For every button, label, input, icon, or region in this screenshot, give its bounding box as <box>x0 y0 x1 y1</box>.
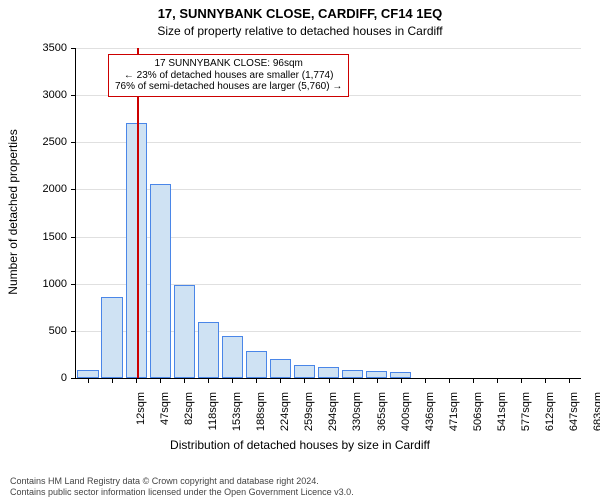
histogram-bar <box>101 297 122 378</box>
x-tick-label: 188sqm <box>255 392 267 452</box>
attribution-line-2: Contains public sector information licen… <box>10 487 354 497</box>
x-tick-mark <box>353 378 354 383</box>
y-tick-mark <box>71 48 76 49</box>
annotation-line: 17 SUNNYBANK CLOSE: 96sqm <box>115 58 342 70</box>
x-tick-mark <box>256 378 257 383</box>
histogram-bar <box>366 371 387 378</box>
x-tick-label: 47sqm <box>159 392 171 452</box>
x-tick-mark <box>136 378 137 383</box>
chart-title: 17, SUNNYBANK CLOSE, CARDIFF, CF14 1EQ <box>0 6 600 21</box>
chart-subtitle: Size of property relative to detached ho… <box>0 24 600 38</box>
y-tick-mark <box>71 189 76 190</box>
annotation-box: 17 SUNNYBANK CLOSE: 96sqm← 23% of detach… <box>108 54 349 97</box>
y-tick-mark <box>71 142 76 143</box>
y-tick-label: 3500 <box>43 42 67 54</box>
x-tick-mark <box>160 378 161 383</box>
x-tick-mark <box>232 378 233 383</box>
x-tick-mark <box>425 378 426 383</box>
x-tick-mark <box>497 378 498 383</box>
y-tick-mark <box>71 237 76 238</box>
y-tick-mark <box>71 331 76 332</box>
histogram-bar <box>318 367 339 378</box>
histogram-bar <box>270 359 291 378</box>
y-tick-label: 500 <box>49 325 67 337</box>
x-tick-label: 330sqm <box>351 392 363 452</box>
x-tick-label: 612sqm <box>544 392 556 452</box>
x-tick-label: 12sqm <box>135 392 147 452</box>
x-tick-mark <box>569 378 570 383</box>
x-tick-label: 400sqm <box>400 392 412 452</box>
x-tick-mark <box>184 378 185 383</box>
y-tick-mark <box>71 95 76 96</box>
x-tick-label: 153sqm <box>231 392 243 452</box>
x-tick-label: 471sqm <box>448 392 460 452</box>
x-tick-label: 82sqm <box>183 392 195 452</box>
x-tick-label: 259sqm <box>303 392 315 452</box>
histogram-bar <box>246 351 267 378</box>
y-tick-label: 3000 <box>43 89 67 101</box>
histogram-bar <box>174 285 195 378</box>
x-tick-label: 294sqm <box>327 392 339 452</box>
y-tick-label: 1000 <box>43 278 67 290</box>
y-axis-label: Number of detached properties <box>6 112 20 312</box>
x-tick-label: 506sqm <box>472 392 484 452</box>
x-tick-mark <box>401 378 402 383</box>
x-tick-label: 436sqm <box>424 392 436 452</box>
y-tick-mark <box>71 284 76 285</box>
histogram-bar <box>198 322 219 378</box>
y-tick-label: 0 <box>61 372 67 384</box>
x-tick-label: 224sqm <box>279 392 291 452</box>
grid-line <box>76 142 581 143</box>
x-tick-mark <box>473 378 474 383</box>
x-tick-label: 541sqm <box>496 392 508 452</box>
attribution-line-1: Contains HM Land Registry data © Crown c… <box>10 476 319 486</box>
x-tick-label: 647sqm <box>568 392 580 452</box>
chart-container: 17, SUNNYBANK CLOSE, CARDIFF, CF14 1EQ S… <box>0 0 600 500</box>
x-axis-label: Distribution of detached houses by size … <box>0 438 600 452</box>
histogram-bar <box>222 336 243 378</box>
histogram-bar <box>342 370 363 378</box>
plot-area <box>75 48 581 379</box>
x-tick-label: 365sqm <box>376 392 388 452</box>
y-tick-label: 2500 <box>43 136 67 148</box>
x-tick-mark <box>521 378 522 383</box>
histogram-bar <box>77 370 98 378</box>
annotation-line: ← 23% of detached houses are smaller (1,… <box>115 70 342 82</box>
x-tick-mark <box>545 378 546 383</box>
y-tick-label: 1500 <box>43 231 67 243</box>
x-tick-mark <box>304 378 305 383</box>
x-tick-mark <box>329 378 330 383</box>
y-tick-label: 2000 <box>43 183 67 195</box>
x-tick-mark <box>112 378 113 383</box>
histogram-bar <box>150 184 171 378</box>
x-tick-label: 683sqm <box>592 392 600 452</box>
x-tick-mark <box>449 378 450 383</box>
property-marker-line <box>137 48 139 378</box>
x-tick-label: 577sqm <box>520 392 532 452</box>
x-tick-mark <box>280 378 281 383</box>
histogram-bar <box>294 365 315 378</box>
grid-line <box>76 48 581 49</box>
annotation-line: 76% of semi-detached houses are larger (… <box>115 81 342 93</box>
y-tick-mark <box>71 378 76 379</box>
x-tick-mark <box>208 378 209 383</box>
x-tick-mark <box>377 378 378 383</box>
x-tick-label: 118sqm <box>207 392 219 452</box>
x-tick-mark <box>88 378 89 383</box>
